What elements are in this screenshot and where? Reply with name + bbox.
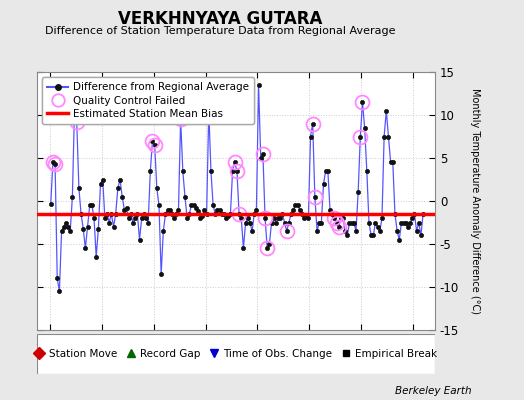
Text: Berkeley Earth: Berkeley Earth xyxy=(395,386,472,396)
Y-axis label: Monthly Temperature Anomaly Difference (°C): Monthly Temperature Anomaly Difference (… xyxy=(470,88,480,314)
Legend: Difference from Regional Average, Quality Control Failed, Estimated Station Mean: Difference from Regional Average, Qualit… xyxy=(42,77,254,124)
Legend: Station Move, Record Gap, Time of Obs. Change, Empirical Break: Station Move, Record Gap, Time of Obs. C… xyxy=(31,346,441,362)
Text: Difference of Station Temperature Data from Regional Average: Difference of Station Temperature Data f… xyxy=(45,26,395,36)
Text: VERKHNYAYA GUTARA: VERKHNYAYA GUTARA xyxy=(118,10,322,28)
